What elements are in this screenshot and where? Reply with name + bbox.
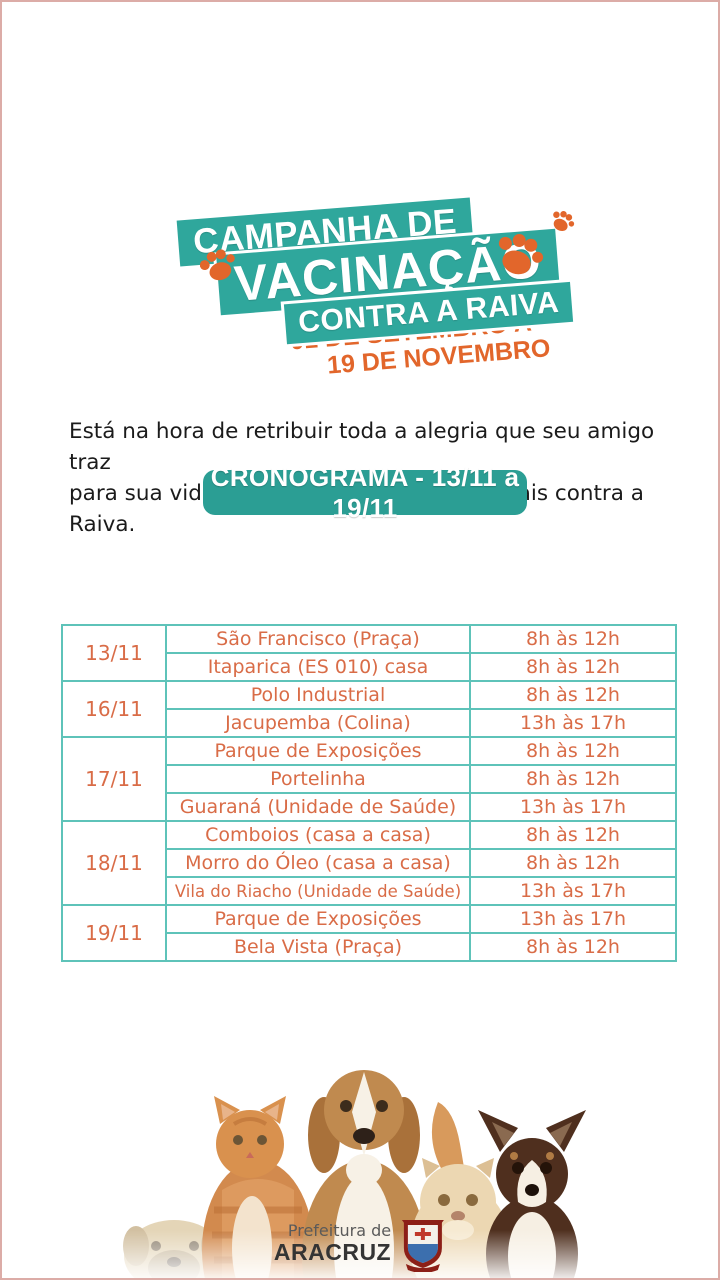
date-cell: 19/11 bbox=[61, 904, 167, 962]
date-cell: 17/11 bbox=[61, 736, 167, 822]
table-row: 16/11 Polo Industrial 8h às 12h bbox=[61, 680, 677, 738]
time-cell: 8h às 12h bbox=[469, 848, 677, 878]
cronograma-button[interactable]: CRONOGRAMA - 13/11 a 19/11 bbox=[203, 462, 527, 523]
time-cell: 13h às 17h bbox=[469, 792, 677, 822]
table-row: 19/11 Parque de Exposições 13h às 17h bbox=[61, 904, 677, 962]
dog-center bbox=[302, 1070, 426, 1278]
time-cell: 13h às 17h bbox=[469, 876, 677, 906]
time-cell: 13h às 17h bbox=[469, 708, 677, 738]
brand-text: Prefeitura de ARACRUZ bbox=[273, 1220, 392, 1265]
brand-name-label: ARACRUZ bbox=[273, 1238, 392, 1265]
time-cell: 8h às 12h bbox=[469, 764, 677, 794]
location-cell: São Francisco (Praça) bbox=[165, 624, 471, 654]
table-row: Bela Vista (Praça) 8h às 12h bbox=[62, 932, 677, 962]
table-row: Portelinha 8h às 12h bbox=[62, 764, 677, 794]
table-row: 18/11 Comboios (casa a casa) 8h às 12h bbox=[61, 820, 677, 906]
location-cell: Jacupemba (Colina) bbox=[165, 708, 471, 738]
time-cell: 8h às 12h bbox=[469, 820, 677, 850]
intro-line1: Está na hora de retribuir toda a alegria… bbox=[69, 418, 655, 475]
aracruz-crest-icon bbox=[402, 1220, 445, 1272]
table-row: Guaraná (Unidade de Saúde) 13h às 17h bbox=[62, 792, 677, 822]
date-cell: 18/11 bbox=[61, 820, 167, 906]
time-cell: 13h às 17h bbox=[469, 904, 677, 934]
brand-small-label: Prefeitura de bbox=[287, 1220, 392, 1240]
location-cell: Bela Vista (Praça) bbox=[165, 932, 471, 962]
location-cell: Vila do Riacho (Unidade de Saúde) bbox=[165, 876, 471, 906]
schedule-table-body: 13/11 São Francisco (Praça) 8h às 12h Itapa… bbox=[61, 624, 677, 962]
table-row: 17/11 Parque de Exposições 8h às 12h bbox=[61, 736, 677, 822]
table-row: Itaparica (ES 010) casa 8h às 12h bbox=[62, 652, 677, 682]
location-cell: Morro do Óleo (casa a casa) bbox=[165, 848, 471, 878]
schedule-table: 13/11 São Francisco (Praça) 8h às 12h Itapa… bbox=[61, 624, 677, 962]
time-cell: 8h às 12h bbox=[469, 624, 677, 654]
date-cell: 16/11 bbox=[61, 680, 167, 738]
location-cell: Itaparica (ES 010) casa bbox=[165, 652, 471, 682]
table-row: Jacupemba (Colina) 13h às 17h bbox=[62, 708, 677, 738]
location-cell: Portelinha bbox=[165, 764, 471, 794]
time-cell: 8h às 12h bbox=[469, 652, 677, 682]
time-cell: 8h às 12h bbox=[469, 736, 677, 766]
location-cell: Parque de Exposições bbox=[165, 904, 471, 934]
footer-brand: Prefeitura de ARACRUZ bbox=[274, 1214, 446, 1272]
time-cell: 8h às 12h bbox=[469, 932, 677, 962]
date-cell: 13/11 bbox=[61, 624, 167, 682]
table-row: Vila do Riacho (Unidade de Saúde) 13h às … bbox=[62, 876, 677, 906]
time-cell: 8h às 12h bbox=[469, 680, 677, 710]
location-cell: Guaraná (Unidade de Saúde) bbox=[165, 792, 471, 822]
location-cell: Comboios (casa a casa) bbox=[165, 820, 471, 850]
pets-photo bbox=[102, 1070, 622, 1278]
location-cell: Polo Industrial bbox=[165, 680, 471, 710]
table-row: 13/11 São Francisco (Praça) 8h às 12h bbox=[61, 624, 677, 682]
location-cell: Parque de Exposições bbox=[165, 736, 471, 766]
table-row: Morro do Óleo (casa a casa) 8h às 12h bbox=[62, 848, 677, 878]
intro-text: Está na hora de retribuir toda a alegria… bbox=[69, 416, 675, 540]
